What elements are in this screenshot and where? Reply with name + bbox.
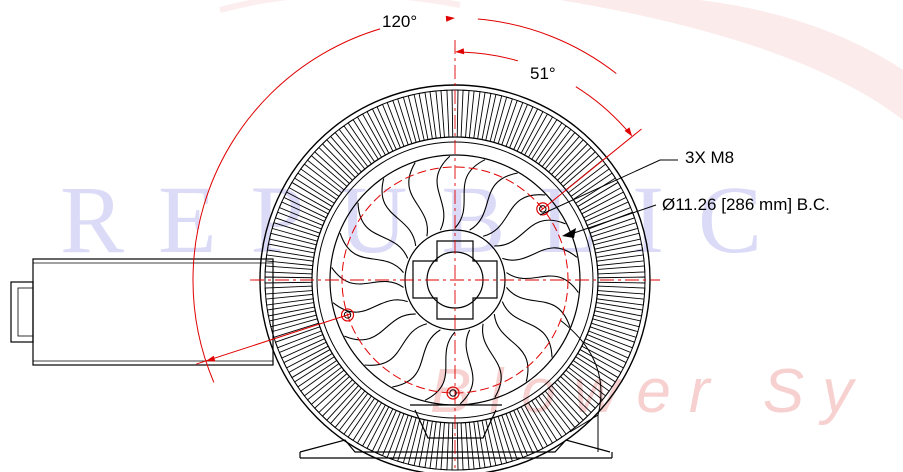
cooling-fin [460, 422, 470, 471]
impeller-blade [408, 162, 428, 237]
impeller-blade [364, 323, 428, 366]
cooling-fin [268, 310, 317, 328]
cooling-fin [477, 419, 492, 469]
extension-line-120 [196, 313, 351, 365]
motor-body [10, 258, 274, 366]
cooling-fin [366, 108, 394, 154]
dimension-arc-120-right [477, 18, 617, 74]
cooling-fin [440, 422, 450, 471]
impeller-blade [469, 172, 518, 231]
impeller-blade [506, 287, 571, 327]
impeller-blade [357, 202, 409, 259]
cooling-fin [597, 285, 646, 295]
cooling-fin [477, 91, 492, 141]
dimension-arc-120 [192, 18, 433, 383]
arrowhead [445, 15, 455, 22]
impeller-blade [493, 313, 529, 382]
impeller-blade [459, 329, 474, 405]
impeller-blade [436, 155, 451, 231]
impeller-blade [506, 272, 579, 293]
bolt-holes [340, 202, 550, 400]
leader-arrowhead [562, 228, 576, 238]
arrowhead [205, 355, 216, 362]
cooling-fin [321, 381, 360, 421]
watermark-text-tagline: Blower Sy [430, 357, 871, 426]
dimension-arc-51 [462, 51, 518, 62]
cooling-fin [283, 341, 329, 369]
cooling-fin [329, 387, 366, 429]
impeller-blade [502, 247, 578, 261]
cooling-fin [485, 93, 503, 142]
cooling-fin [264, 285, 313, 295]
impeller-blade [344, 313, 416, 341]
watermark-swoosh-2 [219, 0, 461, 13]
angle-51-label: 51° [530, 64, 556, 83]
impeller-blades [331, 155, 579, 405]
cooling-fin [594, 302, 644, 317]
dimension-arc-51-right [575, 86, 628, 131]
angle-51-bg [526, 60, 566, 84]
cooling-fin [366, 406, 394, 452]
watermark-swoosh [560, 0, 903, 120]
impeller-blade [392, 329, 441, 388]
extension-line-51 [540, 128, 642, 212]
cooling-fin [418, 91, 433, 141]
impeller-blade [494, 219, 566, 247]
impeller-blade [454, 159, 486, 229]
angle-120-label: 120° [382, 12, 417, 31]
bolt-circle-label: Ø11.26 [286 mm] B.C. [662, 195, 830, 214]
impeller-blade [332, 299, 408, 313]
bolt-hole [536, 202, 550, 216]
arrowhead [455, 48, 465, 55]
fastener-label: 3X M8 [685, 148, 734, 167]
impeller-blade [339, 233, 404, 273]
arrowhead [624, 127, 633, 137]
cooling-fin [418, 419, 433, 469]
dimension-lines [192, 15, 678, 383]
bolt-hole [340, 308, 355, 322]
impeller-blade [331, 267, 404, 288]
watermark-text-company: REPUBLIC [60, 166, 796, 273]
center-lines [250, 40, 660, 468]
impeller-blade [424, 331, 456, 401]
angle-label-bg [380, 8, 442, 34]
impeller-blade [482, 194, 546, 237]
mounting-base [299, 319, 613, 459]
cooling-fin [516, 108, 544, 154]
cooling-fin [266, 302, 316, 317]
cooling-fin [460, 89, 470, 138]
impeller-blade [482, 323, 502, 398]
bolt-hole [446, 386, 460, 400]
leader-bolt-circle [567, 204, 657, 236]
leader-fastener [539, 159, 678, 216]
impeller-blade [501, 301, 553, 358]
cooling-fin [407, 93, 425, 142]
cooling-fin [306, 369, 348, 406]
cooling-fin [440, 89, 450, 138]
impeller-blade [381, 178, 417, 247]
cooling-fin [314, 375, 354, 414]
cooling-fin [593, 310, 642, 328]
